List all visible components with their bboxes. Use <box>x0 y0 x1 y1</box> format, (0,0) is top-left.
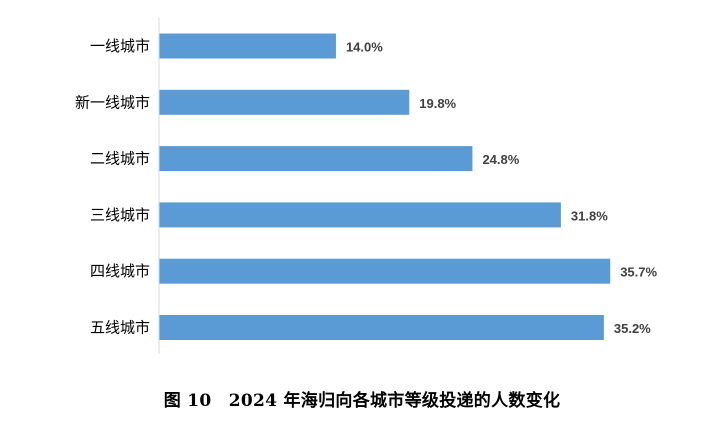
category-label-3: 二线城市 <box>90 150 150 168</box>
category-label-5: 四线城市 <box>90 262 150 280</box>
category-label-6: 五线城市 <box>90 319 150 337</box>
data-label-3: 24.8% <box>482 152 519 167</box>
bars-group <box>159 33 611 340</box>
figure-caption: 图 10 2024 年海归向各城市等级投递的人数变化 <box>163 391 561 411</box>
data-label-4: 31.8% <box>571 208 608 223</box>
data-label-5: 35.7% <box>620 265 657 280</box>
data-label-2: 19.8% <box>419 96 456 111</box>
bar-5 <box>159 258 611 284</box>
bar-3 <box>159 146 473 172</box>
data-label-6: 35.2% <box>614 321 651 336</box>
category-label-2: 新一线城市 <box>75 93 150 111</box>
bar-2 <box>159 89 410 115</box>
data-label-1: 14.0% <box>346 40 383 55</box>
bar-6 <box>159 315 604 340</box>
bar-4 <box>159 202 561 228</box>
data-labels-group: 14.0% 19.8% 24.8% 31.8% 35.7% 35.2% <box>346 40 658 337</box>
category-label-1: 一线城市 <box>90 37 150 55</box>
bar-1 <box>159 33 336 59</box>
category-label-4: 三线城市 <box>90 206 150 224</box>
